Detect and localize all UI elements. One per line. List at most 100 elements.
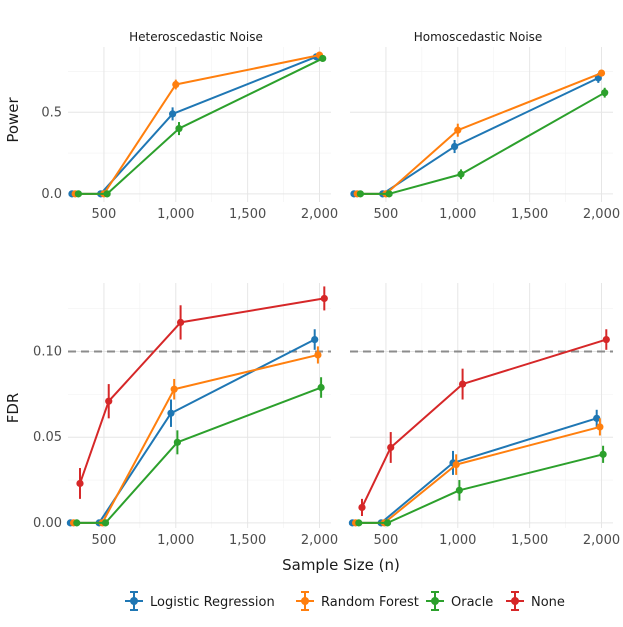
data-point	[452, 461, 460, 469]
series-line-random-forest	[355, 425, 601, 524]
legend-icon-point	[301, 597, 309, 605]
data-point	[320, 294, 328, 303]
y-axis-title-power: Power	[4, 96, 22, 142]
data-point	[387, 443, 395, 452]
legend-label-logistic-regression: Logistic Regression	[150, 595, 275, 610]
legend-icon-point	[511, 597, 519, 605]
panel-r1-c1: 500 1,000 1,500 2,000	[348, 283, 620, 548]
data-point	[597, 69, 606, 77]
legend-item-none[interactable]: None	[506, 591, 565, 611]
legend-item-oracle[interactable]: Oracle	[426, 591, 493, 611]
legend-label-none: None	[531, 595, 565, 610]
strip-title-heteroscedastic: Heteroscedastic Noise	[129, 30, 263, 44]
series-logistic-regression	[350, 73, 602, 198]
x-tick-label: 1,500	[229, 533, 266, 548]
legend-icon-point	[431, 597, 439, 605]
data-point	[457, 170, 465, 178]
data-point	[167, 409, 175, 417]
x-tick-label: 2,000	[301, 533, 338, 548]
data-point	[314, 351, 322, 359]
data-point	[74, 190, 82, 198]
series-logistic-regression	[68, 53, 320, 198]
series-oracle	[74, 54, 327, 198]
data-point	[593, 414, 601, 422]
x-tick-label: 500	[374, 207, 399, 222]
x-tick-label: 1,000	[439, 533, 476, 548]
series-none	[358, 329, 610, 517]
data-point	[385, 190, 393, 198]
data-point	[172, 80, 180, 89]
x-tick-label: 500	[92, 207, 117, 222]
x-tick-label: 1,500	[511, 207, 548, 222]
panel-r1-c0: 500 1,000 1,500 2,000 0.00 0.05 0.10	[33, 283, 338, 548]
panel-r0-c0: 500 1,000 1,500 2,000 0.0 0.5	[41, 47, 338, 222]
data-point	[601, 89, 609, 97]
series-random-forest	[71, 51, 324, 198]
series-line-oracle	[360, 91, 606, 195]
series-line-logistic-regression	[353, 77, 599, 195]
data-point	[76, 479, 84, 488]
data-point	[358, 503, 366, 512]
data-point	[105, 397, 113, 405]
x-tick-label: 1,500	[229, 207, 266, 222]
series-line-none	[79, 297, 325, 484]
data-point	[170, 385, 178, 393]
data-point	[103, 190, 111, 198]
y-axis-title-fdr: FDR	[4, 393, 22, 424]
series-line-oracle	[78, 57, 324, 195]
data-point	[355, 519, 363, 527]
data-point	[311, 335, 319, 344]
series-line-none	[361, 338, 607, 508]
data-point	[455, 486, 463, 494]
series-oracle	[73, 377, 325, 527]
series-oracle	[355, 445, 607, 527]
series-line-oracle	[76, 386, 322, 524]
data-point	[175, 124, 183, 133]
data-point	[101, 519, 110, 527]
data-point	[168, 110, 177, 118]
y-tick-label: 0.05	[33, 430, 62, 445]
series-line-logistic-regression	[71, 55, 317, 195]
series-line-random-forest	[75, 54, 320, 195]
panel-r0-c1: 500 1,000 1,500 2,000	[350, 47, 620, 222]
strip-title-homoscedastic: Homoscedastic Noise	[414, 30, 543, 44]
data-point	[383, 519, 392, 527]
data-point	[319, 54, 327, 63]
legend-label-random-forest: Random Forest	[321, 595, 419, 610]
y-tick-label: 0.5	[41, 105, 62, 120]
series-line-random-forest	[73, 353, 319, 524]
data-point	[73, 519, 81, 527]
data-point	[450, 142, 459, 151]
y-tick-label: 0.00	[33, 516, 62, 531]
series-logistic-regression	[348, 409, 601, 527]
x-axis-title: Sample Size (n)	[282, 556, 400, 574]
x-tick-label: 500	[374, 533, 399, 548]
data-point	[356, 190, 364, 198]
legend-item-logistic-regression[interactable]: Logistic Regression	[125, 591, 275, 611]
legend-item-random-forest[interactable]: Random Forest	[296, 591, 419, 611]
data-point	[454, 126, 462, 134]
series-oracle	[356, 87, 609, 198]
data-point	[176, 318, 185, 327]
y-tick-label: 0.10	[33, 345, 62, 360]
data-point	[458, 380, 467, 388]
x-tick-label: 500	[92, 533, 117, 548]
series-line-logistic-regression	[352, 417, 597, 524]
series-line-random-forest	[357, 72, 602, 195]
x-tick-label: 1,000	[157, 207, 194, 222]
legend-icon-point	[130, 597, 138, 605]
x-tick-label: 2,000	[583, 207, 620, 222]
data-point	[173, 438, 181, 446]
series-none	[76, 286, 328, 499]
data-point	[602, 335, 610, 344]
legend-label-oracle: Oracle	[451, 595, 493, 610]
series-random-forest	[353, 69, 606, 198]
data-point	[596, 423, 604, 431]
series-line-oracle	[358, 453, 604, 524]
x-tick-label: 2,000	[583, 533, 620, 548]
x-tick-label: 2,000	[301, 207, 338, 222]
x-tick-label: 1,500	[511, 533, 548, 548]
x-tick-label: 1,000	[157, 533, 194, 548]
